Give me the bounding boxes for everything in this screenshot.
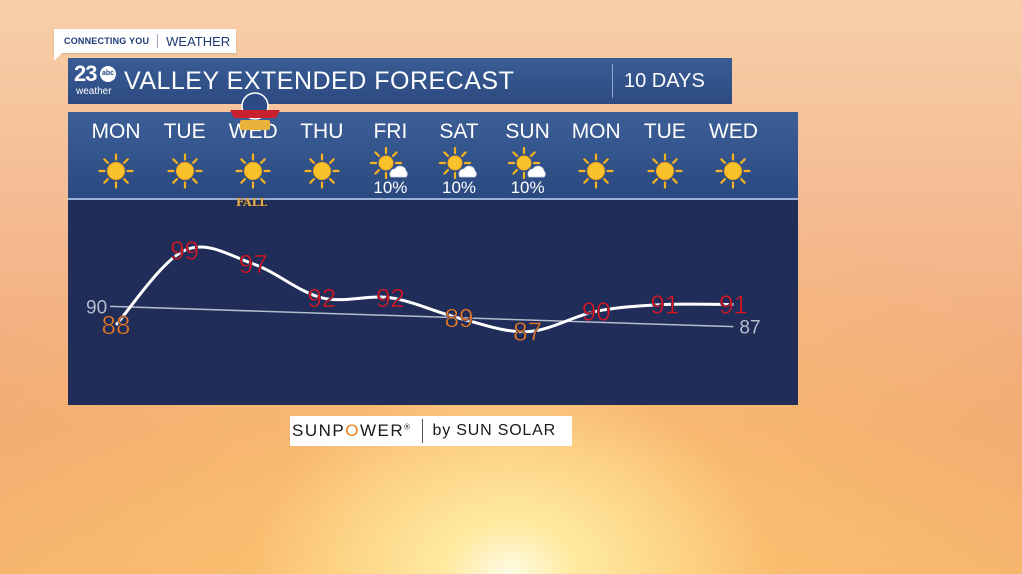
precip-chance: 10% [441, 178, 477, 197]
day-label: TUE [643, 120, 686, 143]
day-column: FRI 10% [355, 120, 425, 197]
day-label: MON [91, 120, 141, 143]
normal-temperature-line [109, 305, 734, 328]
day-column: THU [287, 120, 357, 189]
title-divider [612, 64, 613, 98]
logo-number: 23 [74, 61, 98, 86]
sponsor-by: by SUN SOLAR [432, 422, 556, 439]
day-label: SAT [439, 120, 479, 143]
logo-network: abc [100, 66, 116, 82]
day-label: FRI [373, 120, 408, 143]
partly-sunny-icon [369, 146, 411, 188]
day-column: SAT 10% [424, 120, 494, 197]
tag-divider [157, 34, 159, 48]
temperature-value-label: 92 [376, 283, 405, 313]
precip-chance: 10% [373, 178, 408, 197]
kern-county-fair-badge-icon [230, 92, 280, 130]
day-column: MON [81, 120, 151, 189]
tag-notch [54, 53, 62, 61]
sun-icon [712, 150, 754, 192]
tag-connecting-label: CONNECTING YOU [64, 36, 150, 46]
temperature-value-label: 91 [719, 290, 748, 320]
partly-sunny-icon [438, 146, 480, 188]
temperature-value-label: 92 [307, 283, 336, 313]
day-column: MON [561, 120, 631, 189]
segment-tag: CONNECTING YOU WEATHER [54, 29, 236, 53]
sun-icon [575, 150, 617, 192]
sun-icon [644, 150, 686, 192]
day-label: TUE [163, 120, 206, 143]
fall-badge-text: FALL [236, 196, 268, 209]
sponsor-banner: SUNPOWER® by SUN SOLAR [290, 416, 572, 446]
day-column: TUE [630, 120, 700, 189]
sponsor-divider [421, 419, 423, 443]
sun-icon [232, 150, 274, 192]
temperature-value-label: 90 [582, 296, 611, 326]
forecast-range: 10 DAYS [624, 70, 705, 92]
day-label: SUN [505, 120, 550, 143]
sponsor-brand: SUNPOWER® [290, 421, 412, 441]
page-title: VALLEY EXTENDED FORECAST [124, 66, 515, 95]
normal-start-label: 90 [86, 297, 107, 318]
forecast-panel: MON TUE WED THU FRI 10% SAT 10% SUN 10% MON TUE WED … [68, 112, 798, 405]
temperature-value-label: 99 [170, 235, 199, 265]
sun-icon [164, 150, 206, 192]
temperature-value-label: 87 [513, 317, 542, 347]
sun-icon [301, 150, 343, 192]
precip-chance: 10% [510, 178, 545, 197]
temperature-value-label: 88 [102, 310, 131, 340]
temperature-series-line [114, 245, 734, 334]
sponsor-brand-o: O [345, 421, 360, 440]
logo-sub: weather [76, 86, 112, 97]
temperature-area [68, 200, 798, 405]
temperature-chart: 90 87 88 99 97 92 92 89 87 90 91 91 [86, 235, 761, 347]
sun-icon [95, 150, 137, 192]
day-label: THU [300, 120, 344, 143]
temperature-value-label: 97 [239, 249, 268, 279]
day-label: WED [708, 120, 758, 143]
day-column: TUE [150, 120, 220, 189]
sponsor-reg: ® [404, 422, 412, 432]
partly-sunny-icon [507, 146, 549, 188]
header-divider-line [68, 198, 798, 200]
day-label: MON [571, 120, 621, 143]
title-bar: 23 abc weather VALLEY EXTENDED FORECAST … [68, 58, 732, 104]
normal-end-label: 87 [739, 318, 760, 339]
temperature-value-label: 91 [650, 290, 679, 320]
day-column: WED [698, 120, 768, 189]
sponsor-brand-a: SUNP [292, 421, 346, 440]
station-logo: 23 abc weather [68, 58, 124, 104]
tag-weather-label: WEATHER [166, 33, 231, 49]
sponsor-brand-b: WER [359, 421, 405, 440]
day-column: SUN 10% [493, 120, 563, 197]
temperature-value-label: 89 [445, 303, 474, 333]
